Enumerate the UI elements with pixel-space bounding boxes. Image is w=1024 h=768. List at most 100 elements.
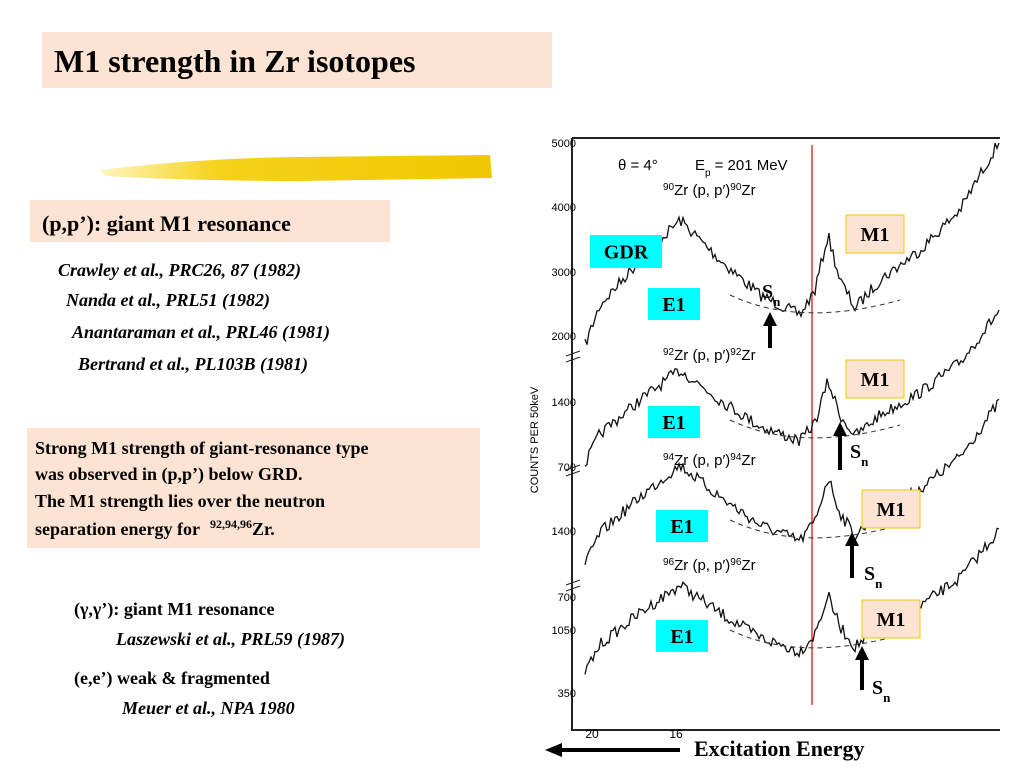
superscript: 92 — [663, 347, 675, 358]
y-label: 1400 — [552, 397, 576, 409]
reaction-label: 90Zr (p, p′)90Zr — [663, 182, 756, 200]
reaction-label: 96Zr (p, p′)96Zr — [663, 557, 756, 575]
y-label: 700 — [558, 462, 576, 474]
reaction-text: Zr (p, p′) — [674, 182, 730, 199]
reference: Laszewski et al., PRL59 (1987) — [115, 629, 345, 650]
superscript: 90 — [730, 182, 742, 193]
subscript: p — [705, 168, 711, 179]
m1-label: M1 — [861, 224, 890, 246]
section-heading: (e,e’) weak & fragmented — [74, 668, 270, 689]
energy-label: Ep = 201 MeV — [695, 157, 788, 179]
superscript: 90 — [663, 182, 675, 193]
note-line: separation energy for 92,94,96Zr. — [35, 517, 275, 539]
m1-label: M1 — [877, 499, 906, 521]
e1-label-box — [648, 288, 700, 320]
note-line: was observed in (p,p’) below GRD. — [35, 464, 303, 485]
note-text: Zr. — [252, 519, 275, 539]
section-heading: (γ,γ’): giant M1 resonance — [74, 599, 274, 620]
sn-arrow-head — [763, 312, 777, 326]
energy-text: = 201 MeV — [715, 157, 788, 174]
spectrum-figure: 5000 4000 3000 2000 1400 700 1400 700 1050 350 CO… — [515, 120, 1024, 741]
e1-label: E1 — [670, 626, 693, 648]
note-text: separation energy for — [35, 519, 200, 539]
axis-break — [565, 464, 581, 477]
note-line: Strong M1 strength of giant-resonance ty… — [35, 438, 368, 458]
sn-arrow-head — [855, 646, 869, 660]
x-label: 16 — [669, 727, 683, 741]
reaction-text: Zr — [741, 452, 755, 469]
reaction-text: Zr (p, p′) — [674, 347, 730, 364]
reaction-label: 94Zr (p, p′)94Zr — [663, 452, 756, 470]
subscript: n — [883, 690, 891, 705]
y-label: 4000 — [552, 202, 576, 214]
e1-label-box — [656, 620, 708, 652]
subscript: n — [861, 454, 869, 469]
y-label: 700 — [558, 592, 576, 604]
footer-label: Excitation Energy — [694, 736, 865, 761]
m1-label-box — [861, 489, 921, 529]
reaction-text: Zr (p, p′) — [674, 452, 730, 469]
sn-arrow-head — [833, 422, 847, 436]
subscript: n — [875, 576, 883, 591]
background-curve — [729, 629, 901, 649]
axis-break — [565, 579, 581, 592]
background-curve — [729, 519, 901, 539]
m1-label-box — [861, 599, 921, 639]
sn-label: Sn — [762, 281, 781, 309]
m1-label: M1 — [861, 369, 890, 391]
m1-label: M1 — [877, 609, 906, 631]
y-label: 350 — [558, 688, 576, 700]
s: S — [762, 281, 773, 303]
brush-stroke — [100, 155, 492, 181]
angle-label: θ = 4° — [618, 157, 658, 174]
figure-bg — [515, 120, 1024, 740]
reference: Crawley et al., PRC26, 87 (1982) — [58, 260, 301, 281]
sn-label: Sn — [872, 677, 891, 705]
reaction-text: Zr (p, p′) — [674, 557, 730, 574]
superscript: 96 — [663, 557, 675, 568]
m1-label-box — [845, 214, 905, 254]
sn-label: Sn — [864, 563, 883, 591]
sn-arrow-head — [845, 532, 859, 546]
superscript: 96 — [730, 557, 742, 568]
background-curve — [729, 419, 901, 439]
e: E — [695, 157, 705, 174]
m1-label-box — [845, 359, 905, 399]
e1-label-box — [656, 510, 708, 542]
slide-title: M1 strength in Zr isotopes — [54, 43, 416, 79]
reaction-text: Zr — [741, 347, 755, 364]
reference: Nanda et al., PRL51 (1982) — [65, 290, 270, 311]
background-curve — [729, 294, 901, 314]
reference: Anantaraman et al., PRL46 (1981) — [71, 322, 330, 343]
s: S — [864, 563, 875, 585]
heading-box — [30, 200, 390, 242]
gdr-label: GDR — [604, 242, 649, 264]
reference: Meuer et al., NPA 1980 — [121, 698, 295, 718]
y-label: 5000 — [552, 138, 576, 150]
spectrum-trace — [584, 527, 1000, 675]
note-box — [27, 428, 480, 548]
superscript: 92,94,96 — [210, 517, 252, 531]
axis-break — [565, 350, 581, 363]
sn-label: Sn — [850, 441, 869, 469]
figure-frame — [571, 137, 1000, 731]
section-heading: (p,p’): giant M1 resonance — [42, 211, 291, 236]
superscript: 94 — [663, 452, 675, 463]
e1-label: E1 — [662, 294, 685, 316]
note-line: The M1 strength lies over the neutron — [35, 491, 325, 511]
superscript: 94 — [730, 452, 742, 463]
e1-label: E1 — [662, 412, 685, 434]
s: S — [872, 677, 883, 699]
spectrum-trace — [584, 309, 1000, 467]
e1-label: E1 — [670, 516, 693, 538]
reaction-text: Zr — [741, 182, 755, 199]
arrow-head — [545, 743, 562, 757]
y-label: 1050 — [552, 625, 576, 637]
reference: Bertrand et al., PL103B (1981) — [77, 354, 308, 375]
y-label: 2000 — [552, 331, 576, 343]
y-label: 3000 — [552, 267, 576, 279]
s: S — [850, 441, 861, 463]
reaction-text: Zr — [741, 557, 755, 574]
gdr-label-box — [590, 235, 662, 268]
